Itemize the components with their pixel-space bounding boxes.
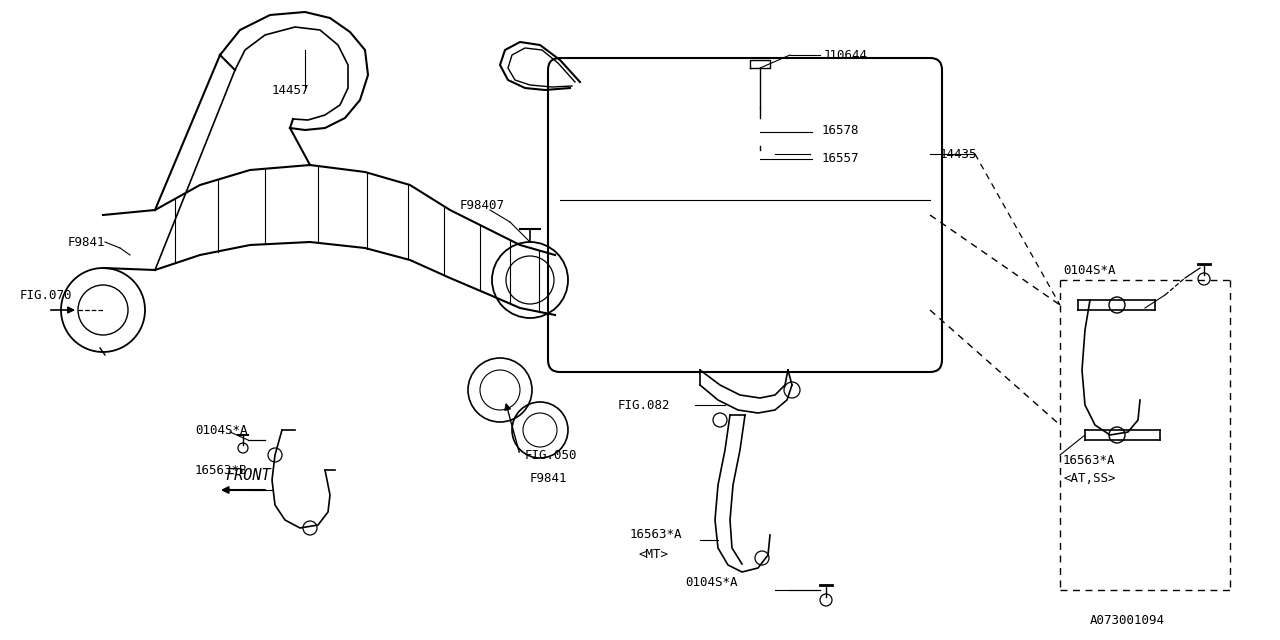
Text: 16557: 16557 xyxy=(822,152,859,164)
Text: FIG.050: FIG.050 xyxy=(525,449,577,461)
Text: J10644: J10644 xyxy=(822,49,867,61)
Text: 16563*A: 16563*A xyxy=(1062,454,1115,467)
Text: 14435: 14435 xyxy=(940,147,978,161)
FancyBboxPatch shape xyxy=(548,58,942,372)
Text: 14457: 14457 xyxy=(273,83,310,97)
Text: <MT>: <MT> xyxy=(637,548,668,561)
Text: F98407: F98407 xyxy=(460,198,506,211)
FancyBboxPatch shape xyxy=(746,148,774,170)
Text: F9841: F9841 xyxy=(530,472,567,484)
Text: 0104S*A: 0104S*A xyxy=(1062,264,1115,276)
Text: 16563*B: 16563*B xyxy=(195,463,247,477)
Text: 16563*A: 16563*A xyxy=(630,529,682,541)
Text: <AT,SS>: <AT,SS> xyxy=(1062,472,1115,484)
Text: FRONT: FRONT xyxy=(225,467,271,483)
Text: A073001094: A073001094 xyxy=(1091,614,1165,627)
Text: 0104S*A: 0104S*A xyxy=(195,424,247,436)
Text: FIG.082: FIG.082 xyxy=(618,399,671,412)
Text: 0104S*A: 0104S*A xyxy=(685,577,737,589)
Text: FIG.070: FIG.070 xyxy=(20,289,73,301)
Bar xyxy=(810,118,931,190)
Text: F9841: F9841 xyxy=(68,236,105,248)
Text: 16578: 16578 xyxy=(822,124,859,136)
